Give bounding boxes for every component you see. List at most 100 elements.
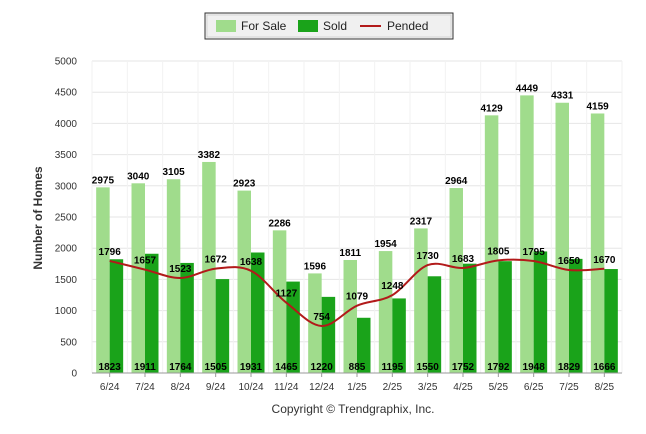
label-for-sale-12: 4449 [516, 83, 539, 94]
bar-for-sale-7 [343, 259, 357, 373]
label-for-sale-7: 1811 [339, 248, 361, 259]
label-pended-10: 1683 [452, 254, 475, 265]
legend-box [204, 12, 454, 40]
x-tick-label-13: 7/25 [559, 382, 579, 393]
label-pended-12: 1795 [523, 247, 546, 258]
x-tick-label-5: 11/24 [274, 382, 299, 393]
bar-for-sale-13 [555, 102, 569, 373]
label-for-sale-8: 1954 [374, 239, 397, 250]
bar-sold-2 [180, 262, 194, 373]
label-sold-0: 1823 [99, 362, 122, 373]
y-tick-label-500: 500 [60, 337, 77, 348]
label-pended-14: 1670 [593, 255, 616, 266]
label-for-sale-6: 1596 [304, 261, 327, 272]
label-pended-4: 1638 [240, 257, 263, 268]
copyright-text: Copyright © Trendgraphix, Inc. [272, 402, 435, 416]
label-sold-8: 1195 [381, 362, 403, 373]
x-tick-label-9: 3/25 [418, 382, 438, 393]
label-sold-13: 1829 [558, 362, 581, 373]
bar-sold-8 [392, 298, 406, 373]
x-tick-label-2: 8/24 [171, 382, 191, 393]
y-tick-label-5000: 5000 [55, 57, 78, 68]
label-pended-5: 1127 [275, 289, 297, 300]
label-sold-3: 1505 [205, 362, 228, 373]
label-sold-11: 1792 [487, 362, 510, 373]
bar-for-sale-0 [96, 187, 110, 373]
bar-for-sale-2 [166, 179, 181, 373]
label-sold-4: 1931 [240, 362, 263, 373]
x-axis-ticks: 6/24 7/24 8/24 9/24 10/24 11/24 12/24 1/25 2/25 3… [100, 373, 615, 393]
legend: For Sale Sold Pended [204, 12, 454, 40]
label-pended-3: 1672 [205, 255, 228, 266]
y-tick-label-4500: 4500 [55, 88, 78, 99]
bar-sold-6 [321, 296, 336, 373]
label-for-sale-0: 2975 [92, 175, 115, 186]
bar-sold-7 [357, 317, 371, 373]
bar-for-sale-1 [131, 183, 145, 373]
bar-sold-10 [463, 263, 477, 373]
label-sold-7: 885 [349, 362, 366, 373]
legend-label-pended: Pended [387, 19, 428, 33]
label-for-sale-9: 2317 [410, 216, 433, 227]
bar-for-sale-14 [590, 113, 605, 374]
label-for-sale-4: 2923 [233, 179, 256, 190]
label-sold-2: 1764 [169, 362, 192, 373]
x-tick-label-14: 8/25 [595, 382, 615, 393]
label-pended-8: 1248 [381, 281, 404, 292]
label-for-sale-2: 3105 [162, 167, 185, 178]
y-axis-ticks: 0 500 1000 1500 2000 2500 3000 3500 4000 4500 5000 [55, 57, 78, 380]
label-sold-5: 1465 [275, 362, 298, 373]
data-labels-group: 2975 1823 3040 1911 3105 1764 3382 1505 2923 1931… [92, 83, 616, 373]
x-tick-label-0: 6/24 [100, 382, 120, 393]
bar-sold-11 [498, 261, 512, 373]
label-for-sale-10: 2964 [445, 176, 468, 187]
label-for-sale-1: 3040 [127, 171, 150, 182]
x-tick-label-7: 1/25 [347, 382, 367, 393]
bar-sold-0 [109, 259, 124, 373]
bar-sold-9 [427, 276, 442, 373]
label-sold-12: 1948 [523, 362, 546, 373]
label-for-sale-14: 4159 [586, 101, 609, 112]
label-pended-6: 754 [313, 312, 330, 323]
bar-for-sale-9 [414, 228, 428, 373]
bar-for-sale-12 [520, 95, 534, 374]
label-pended-13: 1650 [558, 256, 581, 267]
x-tick-label-1: 7/24 [135, 382, 155, 393]
y-tick-label-4000: 4000 [55, 119, 78, 130]
y-tick-label-0: 0 [71, 369, 77, 380]
y-tick-label-3000: 3000 [55, 181, 78, 192]
label-sold-14: 1666 [593, 362, 616, 373]
label-sold-9: 1550 [417, 362, 440, 373]
bar-for-sale-8 [378, 251, 393, 373]
y-tick-label-2500: 2500 [55, 213, 78, 224]
y-tick-label-2000: 2000 [55, 244, 78, 255]
legend-swatch-for-sale [216, 20, 236, 32]
bar-sold-4 [251, 252, 265, 373]
label-for-sale-5: 2286 [268, 218, 291, 229]
label-pended-7: 1079 [346, 292, 369, 303]
label-pended-9: 1730 [417, 251, 440, 262]
x-tick-label-11: 5/25 [489, 382, 509, 393]
bars-group [96, 95, 618, 374]
x-tick-label-12: 6/25 [524, 382, 544, 393]
legend-swatch-sold [298, 20, 318, 32]
bar-for-sale-6 [308, 273, 322, 373]
bar-for-sale-4 [237, 190, 251, 373]
label-pended-1: 1657 [134, 256, 157, 267]
label-for-sale-13: 4331 [551, 91, 574, 102]
pended-line-group [109, 258, 605, 327]
pended-line [109, 258, 605, 327]
bar-for-sale-5 [272, 230, 287, 373]
x-tick-label-8: 2/25 [383, 382, 403, 393]
bar-for-sale-11 [484, 115, 499, 373]
y-tick-label-1000: 1000 [55, 306, 78, 317]
y-tick-label-3500: 3500 [55, 150, 78, 161]
bar-sold-12 [533, 251, 548, 373]
bar-sold-3 [215, 279, 230, 373]
bar-sold-1 [145, 253, 159, 373]
label-pended-11: 1805 [487, 246, 510, 257]
legend-label-for-sale: For Sale [241, 19, 287, 33]
bar-for-sale-10 [449, 188, 463, 373]
